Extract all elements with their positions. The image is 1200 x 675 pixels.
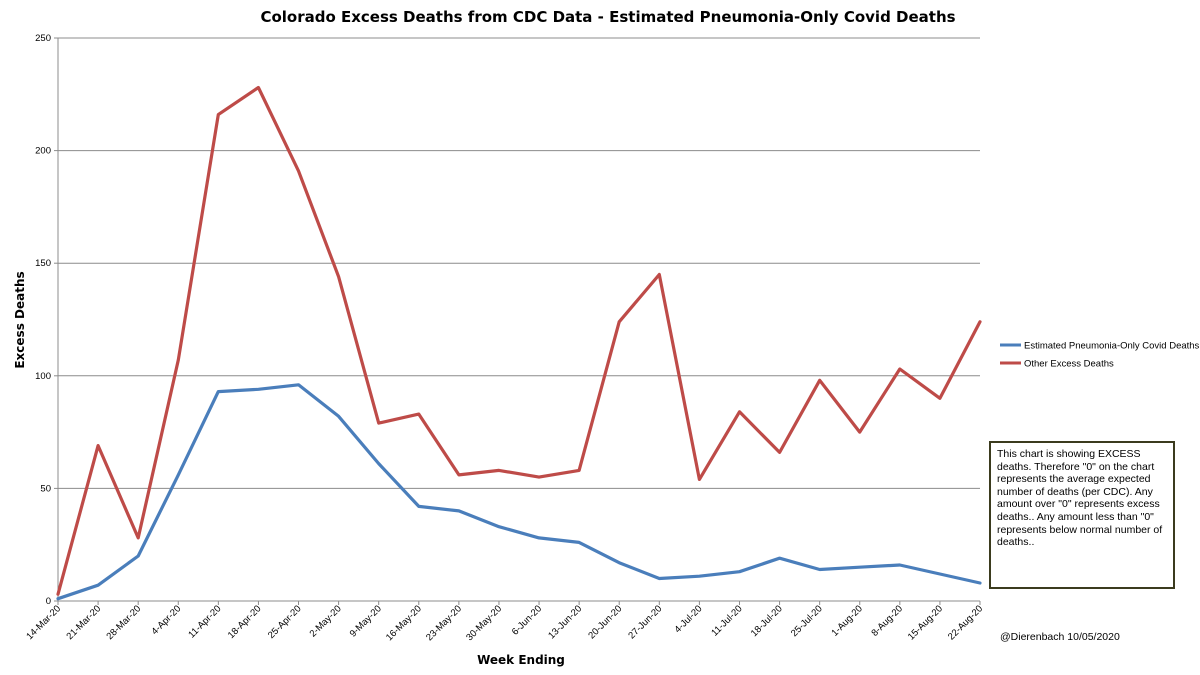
series-line-2 (56, 85, 982, 596)
series-layer (56, 85, 982, 601)
x-tick-label: 27-Jun-20 (626, 603, 664, 641)
x-tick-label: 14-Mar-20 (24, 603, 63, 642)
y-tick-label: 250 (35, 33, 51, 44)
y-tick-label: 100 (35, 371, 51, 382)
x-tick-label: 16-May-20 (384, 603, 424, 643)
x-tick-label: 4-Apr-20 (149, 603, 183, 637)
legend-label: Other Excess Deaths (1024, 359, 1114, 370)
y-axis: 0 50 100 150 200 250 (35, 33, 59, 607)
x-tick-label: 30-May-20 (464, 603, 504, 643)
y-axis-title: Excess Deaths (13, 271, 27, 368)
x-tick-label: 22-Aug-20 (946, 603, 985, 642)
x-tick-label: 11-Apr-20 (186, 603, 223, 640)
y-tick-label: 50 (40, 483, 51, 494)
x-tick-label: 11-Jul-20 (709, 603, 744, 638)
x-tick-label: 13-Jun-20 (546, 603, 584, 641)
legend-label: Estimated Pneumonia-Only Covid Deaths (1024, 341, 1200, 352)
x-tick-label: 9-May-20 (348, 603, 384, 639)
x-tick-label: 4-Jul-20 (672, 603, 704, 635)
x-tick-label: 20-Jun-20 (586, 603, 624, 641)
series-line-1 (56, 383, 982, 601)
x-tick-label: 6-Jun-20 (510, 603, 544, 637)
x-tick-label: 15-Aug-20 (906, 603, 945, 642)
x-tick-label: 1-Aug-20 (829, 603, 864, 638)
x-axis: 14-Mar-20 21-Mar-20 28-Mar-20 4-Apr-20 11-Ap… (24, 600, 985, 643)
y-tick-label: 200 (35, 146, 51, 157)
x-tick-label: 23-May-20 (424, 603, 464, 643)
y-tick-label: 0 (46, 596, 51, 607)
legend: Estimated Pneumonia-Only Covid Deaths Oth… (1000, 341, 1200, 370)
note-box: This chart is showing EXCESS deaths. The… (989, 441, 1175, 589)
x-tick-label: 18-Jul-20 (749, 603, 785, 639)
x-tick-label: 25-Apr-20 (266, 603, 304, 641)
x-tick-label: 25-Jul-20 (789, 603, 825, 639)
x-tick-label: 21-Mar-20 (64, 603, 103, 642)
gridlines (58, 37, 980, 489)
x-tick-label: 8-Aug-20 (870, 603, 905, 638)
x-tick-label: 2-May-20 (308, 603, 344, 639)
chart-title: Colorado Excess Deaths from CDC Data - E… (260, 8, 955, 26)
x-tick-label: 18-Apr-20 (226, 603, 264, 641)
y-tick-label: 150 (35, 258, 51, 269)
x-axis-title: Week Ending (477, 653, 565, 667)
x-tick-label: 28-Mar-20 (105, 603, 144, 642)
credit-text: @Dierenbach 10/05/2020 (1000, 631, 1120, 643)
